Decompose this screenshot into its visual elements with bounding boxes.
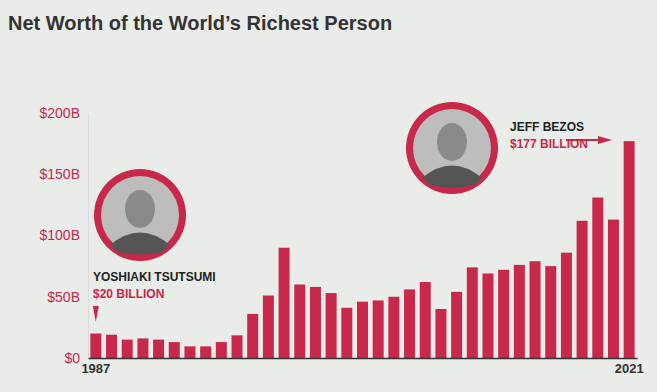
bar xyxy=(232,335,243,358)
portrait xyxy=(94,169,186,261)
x-axis-line xyxy=(89,358,638,360)
x-axis: 1987 2021 xyxy=(81,358,643,376)
portrait-head xyxy=(437,123,467,161)
portrait-photo xyxy=(413,109,491,187)
annotation: JEFF BEZOS xyxy=(510,120,584,134)
bar xyxy=(624,141,635,358)
bar xyxy=(279,248,290,358)
bar xyxy=(498,270,509,358)
annotation-arrow xyxy=(566,139,600,141)
y-tick-label: $50B xyxy=(47,289,80,305)
portrait-photo xyxy=(101,176,179,254)
bar xyxy=(373,300,384,358)
x-tick: 2021 xyxy=(615,358,644,376)
bars xyxy=(90,141,634,358)
title: Net Worth of the World’s Richest Person xyxy=(8,12,392,34)
bar xyxy=(357,302,368,358)
bar xyxy=(326,293,337,358)
bar xyxy=(90,334,101,359)
bar xyxy=(216,342,227,358)
bar xyxy=(451,292,462,358)
y-tick-label: $200B xyxy=(40,105,80,121)
bar xyxy=(106,335,117,358)
portrait-ring xyxy=(94,169,186,261)
portrait xyxy=(406,102,498,194)
annotation: $20 BILLION xyxy=(93,287,164,301)
annotation-arrow xyxy=(93,306,99,322)
x-tick-label: 1987 xyxy=(81,361,110,376)
y-axis-line xyxy=(88,114,89,359)
bar xyxy=(404,289,415,358)
bar xyxy=(388,297,399,358)
bar xyxy=(545,266,556,358)
background xyxy=(0,0,657,392)
bar xyxy=(310,287,321,358)
portrait-body xyxy=(110,233,170,255)
y-tick-label: $150B xyxy=(40,166,80,182)
y-tick: $150B xyxy=(40,166,88,182)
bar xyxy=(561,253,572,358)
portrait-body xyxy=(422,166,482,188)
portrait-ring xyxy=(406,102,498,194)
bar xyxy=(482,273,493,358)
bar xyxy=(530,261,541,358)
bar xyxy=(137,338,148,358)
bar xyxy=(341,308,352,358)
annotation: YOSHIAKI TSUTSUMI xyxy=(93,270,216,284)
bar xyxy=(467,267,478,358)
bar xyxy=(592,198,603,358)
bar xyxy=(122,340,133,358)
bar xyxy=(184,346,195,358)
annotation-arrow xyxy=(598,136,612,144)
bar xyxy=(514,265,525,358)
portrait-head xyxy=(125,190,155,228)
bar xyxy=(263,296,274,358)
bar xyxy=(435,309,446,358)
bar xyxy=(200,346,211,358)
y-tick: $50B xyxy=(47,289,88,305)
bar xyxy=(153,340,164,358)
bar xyxy=(608,220,619,358)
bar xyxy=(247,314,258,358)
bar xyxy=(169,342,180,358)
y-tick-label: $100B xyxy=(40,227,80,243)
bar xyxy=(577,221,588,358)
y-axis: $0 $50B $100B $150B $200B xyxy=(40,105,89,366)
bar xyxy=(294,285,305,359)
y-tick: $200B xyxy=(40,105,88,121)
bar xyxy=(420,282,431,358)
y-tick-label: $0 xyxy=(64,350,80,366)
chart: Net Worth of the World’s Richest Person $… xyxy=(0,0,657,392)
x-tick: 1987 xyxy=(81,358,110,376)
x-tick-label: 2021 xyxy=(615,361,644,376)
y-tick: $100B xyxy=(40,227,88,243)
